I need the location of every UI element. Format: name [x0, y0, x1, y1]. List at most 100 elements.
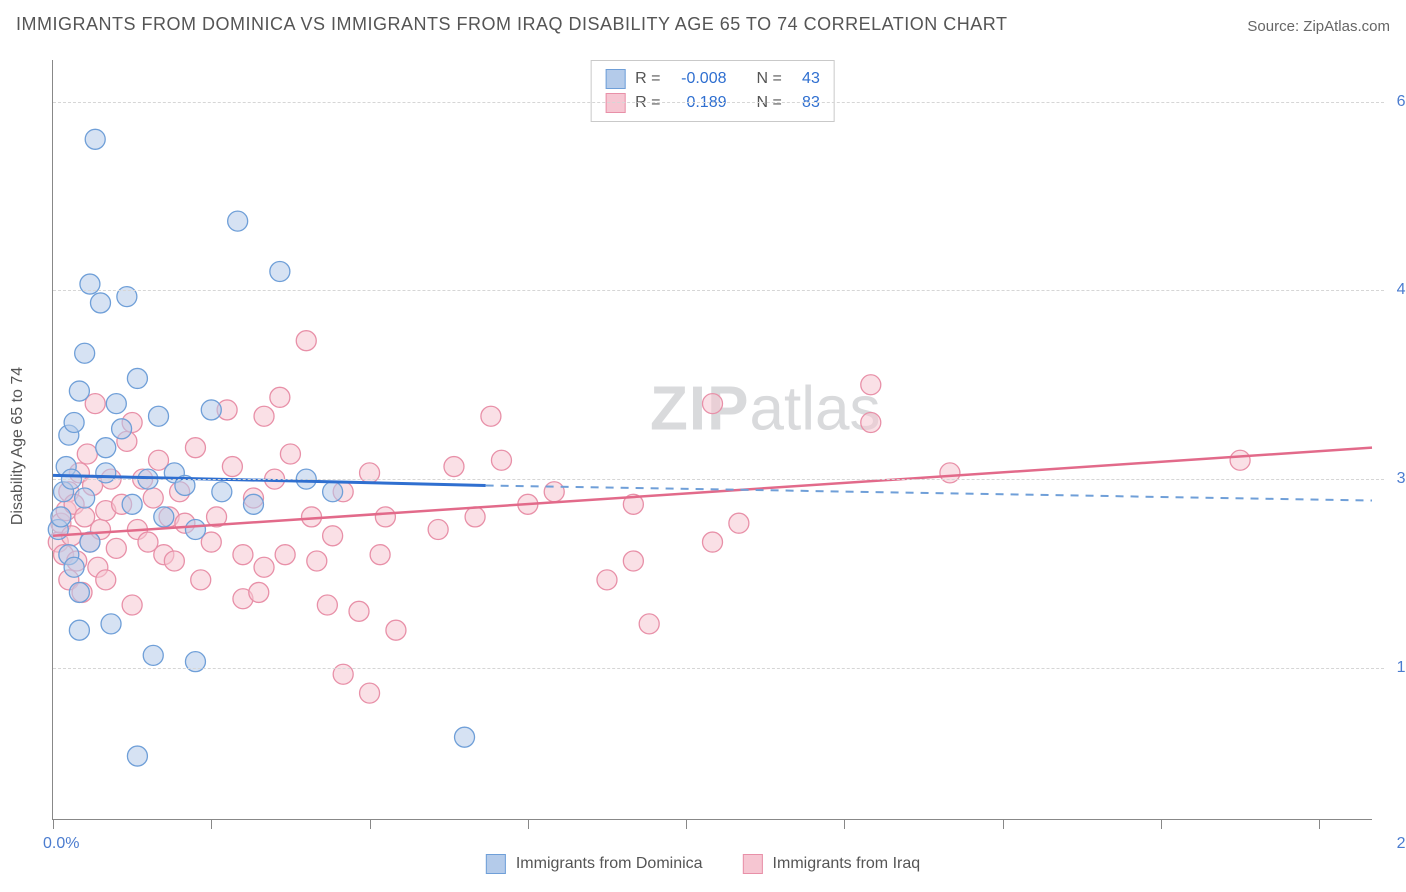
scatter-point: [101, 614, 121, 634]
scatter-point: [455, 727, 475, 747]
scatter-point: [639, 614, 659, 634]
scatter-point: [75, 488, 95, 508]
scatter-point: [703, 532, 723, 552]
scatter-point: [80, 532, 100, 552]
scatter-point: [254, 557, 274, 577]
plot-area: ZIPatlas R = -0.008 N = 43 R = 0.189 N =…: [52, 60, 1372, 820]
scatter-point: [143, 488, 163, 508]
scatter-point: [270, 261, 290, 281]
scatter-point: [75, 343, 95, 363]
scatter-point: [703, 394, 723, 414]
scatter-point: [185, 438, 205, 458]
scatter-point: [296, 331, 316, 351]
y-tick-label: 45.0%: [1382, 281, 1406, 299]
scatter-point: [544, 482, 564, 502]
scatter-point: [370, 545, 390, 565]
scatter-point: [233, 545, 253, 565]
chart-source: Source: ZipAtlas.com: [1247, 18, 1390, 35]
scatter-point: [861, 375, 881, 395]
x-tick: [1161, 819, 1162, 829]
gridline: [53, 479, 1384, 480]
x-tick: [844, 819, 845, 829]
scatter-point: [270, 387, 290, 407]
stat-r-label-0: R =: [635, 67, 660, 91]
x-tick: [1003, 819, 1004, 829]
scatter-point: [122, 595, 142, 615]
gridline: [53, 102, 1384, 103]
stat-r-value-1: 0.189: [671, 91, 727, 115]
scatter-point: [465, 507, 485, 527]
scatter-point: [323, 482, 343, 502]
gridline: [53, 290, 1384, 291]
x-axis-label-max: 25.0%: [1382, 835, 1406, 853]
stat-r-value-0: -0.008: [671, 67, 727, 91]
scatter-point: [386, 620, 406, 640]
chart-svg: [53, 60, 1372, 819]
x-tick: [528, 819, 529, 829]
scatter-point: [243, 494, 263, 514]
scatter-point: [254, 406, 274, 426]
scatter-point: [127, 746, 147, 766]
stats-legend: R = -0.008 N = 43 R = 0.189 N = 83: [590, 60, 835, 122]
scatter-point: [185, 519, 205, 539]
x-tick: [1319, 819, 1320, 829]
stats-row-iraq: R = 0.189 N = 83: [605, 91, 820, 115]
scatter-point: [428, 519, 448, 539]
y-tick-label: 15.0%: [1382, 659, 1406, 677]
swatch-iraq: [605, 93, 625, 113]
scatter-point: [85, 129, 105, 149]
legend-swatch-dominica: [486, 854, 506, 874]
scatter-point: [191, 570, 211, 590]
x-axis-label-min: 0.0%: [43, 835, 79, 853]
y-tick-label: 60.0%: [1382, 93, 1406, 111]
scatter-point: [212, 482, 232, 502]
stat-n-label-1: N =: [757, 91, 782, 115]
scatter-point: [96, 570, 116, 590]
scatter-point: [64, 557, 84, 577]
scatter-point: [143, 645, 163, 665]
scatter-point: [64, 413, 84, 433]
scatter-point: [222, 457, 242, 477]
scatter-point: [280, 444, 300, 464]
stat-r-label-1: R =: [635, 91, 660, 115]
chart-header: IMMIGRANTS FROM DOMINICA VS IMMIGRANTS F…: [0, 0, 1406, 45]
scatter-point: [323, 526, 343, 546]
stat-n-value-0: 43: [792, 67, 820, 91]
scatter-point: [154, 507, 174, 527]
scatter-point: [375, 507, 395, 527]
legend-item-iraq: Immigrants from Iraq: [743, 854, 921, 874]
stat-n-label-0: N =: [757, 67, 782, 91]
chart-title: IMMIGRANTS FROM DOMINICA VS IMMIGRANTS F…: [16, 14, 1007, 35]
scatter-point: [122, 494, 142, 514]
scatter-point: [69, 381, 89, 401]
scatter-point: [307, 551, 327, 571]
scatter-point: [90, 293, 110, 313]
scatter-point: [106, 394, 126, 414]
scatter-point: [77, 444, 97, 464]
legend-label-iraq: Immigrants from Iraq: [773, 855, 921, 873]
y-axis-title: Disability Age 65 to 74: [9, 367, 27, 525]
scatter-point: [444, 457, 464, 477]
bottom-legend: Immigrants from Dominica Immigrants from…: [486, 854, 920, 874]
scatter-point: [360, 683, 380, 703]
scatter-point: [164, 551, 184, 571]
scatter-point: [127, 368, 147, 388]
source-prefix: Source:: [1247, 18, 1303, 35]
scatter-point: [201, 400, 221, 420]
legend-item-dominica: Immigrants from Dominica: [486, 854, 703, 874]
x-tick: [686, 819, 687, 829]
scatter-point: [149, 406, 169, 426]
scatter-point: [861, 413, 881, 433]
swatch-dominica: [605, 69, 625, 89]
scatter-point: [317, 595, 337, 615]
x-tick: [370, 819, 371, 829]
scatter-point: [69, 620, 89, 640]
scatter-point: [275, 545, 295, 565]
scatter-point: [1230, 450, 1250, 470]
source-name: ZipAtlas.com: [1303, 18, 1390, 35]
x-tick: [211, 819, 212, 829]
scatter-point: [51, 507, 71, 527]
scatter-point: [112, 419, 132, 439]
legend-label-dominica: Immigrants from Dominica: [516, 855, 703, 873]
gridline: [53, 668, 1384, 669]
